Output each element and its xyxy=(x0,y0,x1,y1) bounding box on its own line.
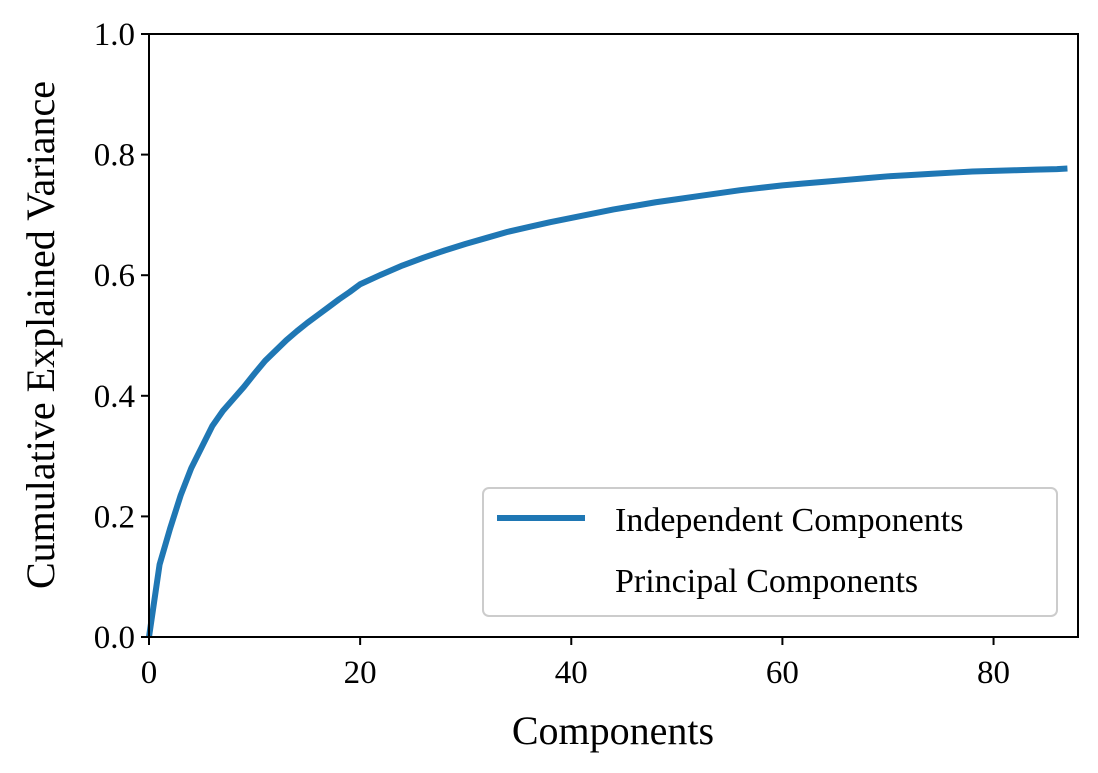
x-tick-label: 40 xyxy=(555,655,588,691)
x-tick-label: 80 xyxy=(977,655,1010,691)
y-tick-label: 0.4 xyxy=(94,379,135,415)
legend-box xyxy=(482,487,1058,617)
plot-layer xyxy=(146,165,1068,638)
legend-label-principal-components: Principal Components xyxy=(615,563,918,600)
x-tick-label: 60 xyxy=(766,655,799,691)
y-axis-title: Cumulative Explained Variance xyxy=(18,81,63,589)
x-tick-label: 20 xyxy=(344,655,377,691)
plot-frame xyxy=(148,33,1079,638)
y-tick-label: 0.6 xyxy=(94,258,135,294)
y-tick-label: 0.8 xyxy=(94,138,135,174)
y-tick-label: 0.2 xyxy=(94,499,135,535)
x-tick-label: 0 xyxy=(141,655,158,691)
series-line-independent-components xyxy=(146,165,1068,638)
legend: Independent Components Principal Compone… xyxy=(482,487,1058,617)
x-axis-title: Components xyxy=(512,708,714,753)
y-tick-label: 1.0 xyxy=(94,17,135,53)
y-tick-label: 0.0 xyxy=(94,620,135,656)
y-axis: 0.0 0.2 0.4 0.6 0.8 1.0 xyxy=(94,17,149,656)
x-axis: 0 20 40 60 80 xyxy=(141,637,1010,691)
legend-label-independent-components: Independent Components xyxy=(615,502,963,539)
